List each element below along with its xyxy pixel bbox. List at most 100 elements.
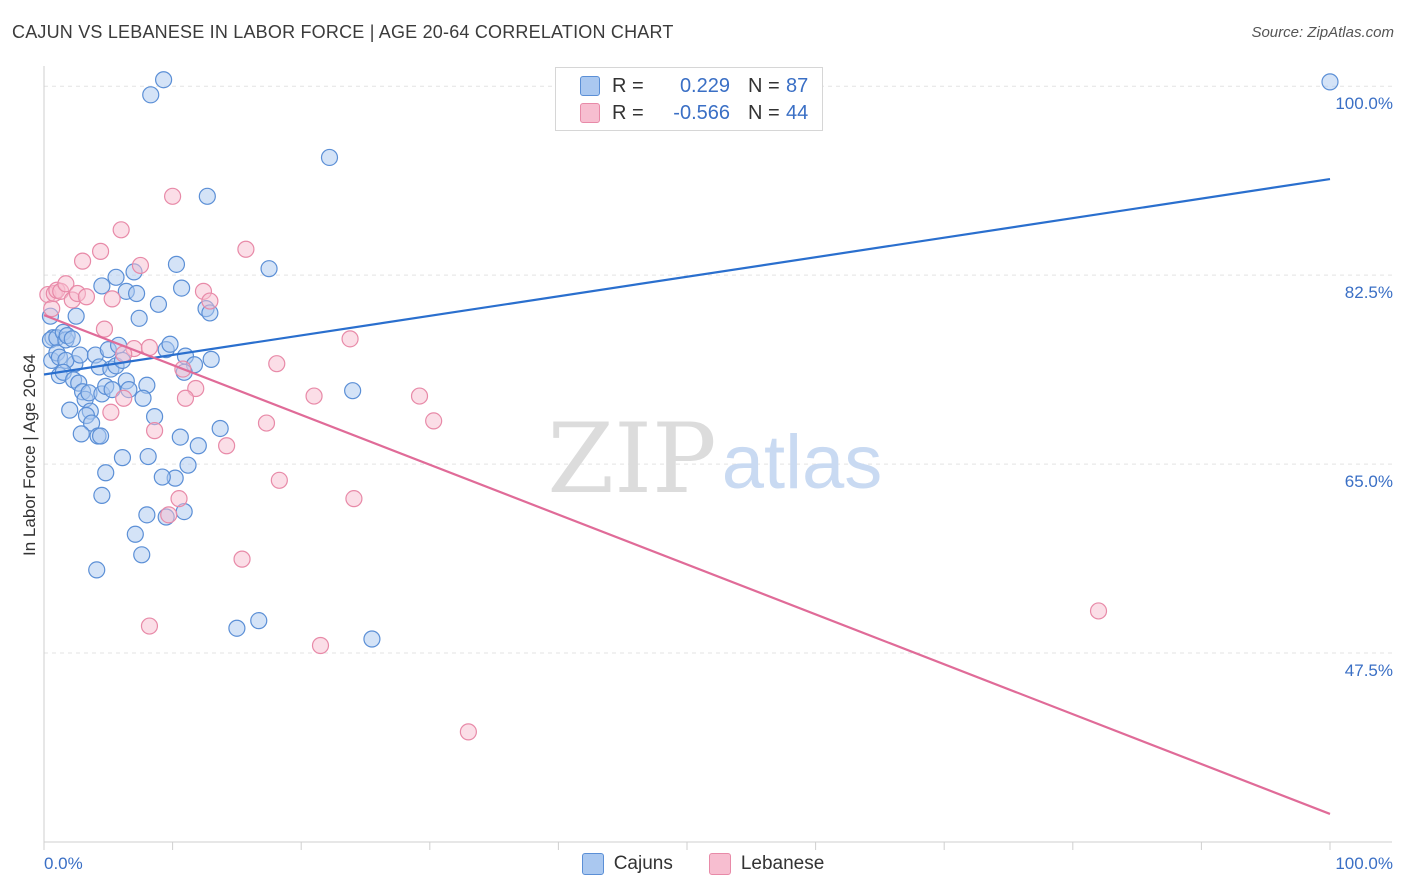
cajun-point [91, 427, 110, 445]
cajun-point [93, 277, 111, 295]
lebanese-point [270, 471, 288, 489]
legend-swatch-lebanese [708, 853, 731, 875]
lebanese-point [237, 240, 255, 258]
cajun-point [103, 380, 121, 399]
lebanese-point [268, 355, 286, 373]
legend-label-cajuns: Cajuns [613, 853, 673, 874]
lebanese-point [140, 617, 159, 635]
trend-line-lebanese [43, 314, 1331, 815]
x-tick-label: 0.0% [44, 854, 83, 873]
trend-line-cajuns [43, 177, 1331, 376]
lebanese-point [459, 723, 477, 741]
cajun-point [189, 437, 207, 455]
cajun-point [107, 268, 125, 286]
cajun-point [228, 619, 246, 637]
y-tick-label: 82.5% [1345, 283, 1393, 302]
cajun-point [126, 525, 144, 543]
lebanese-point [410, 387, 429, 405]
lebanese-point [73, 252, 92, 270]
y-tick-label: 47.5% [1345, 661, 1393, 680]
lebanese-point [91, 242, 110, 260]
lebanese-point [345, 490, 363, 508]
series-cajuns-points [41, 71, 1339, 648]
correlation-legend: R = 0.229 N = 87 R = -0.566 N = 44 [555, 67, 823, 131]
cajun-point [179, 456, 197, 474]
lebanese-point [311, 636, 330, 655]
lebanese-point [1089, 602, 1108, 620]
cajun-point [153, 468, 171, 486]
legend-n-value: 87 [786, 74, 809, 97]
lebanese-point [102, 403, 120, 421]
axes [43, 66, 1392, 850]
legend-r-value: 0.229 [679, 74, 730, 97]
legend-swatch-cajuns [581, 853, 604, 875]
cajun-point [149, 295, 168, 313]
legend-r-label: R = [612, 74, 644, 97]
source-note: Source: ZipAtlas.com [1251, 24, 1394, 41]
lebanese-point [160, 506, 178, 524]
lebanese-point [77, 288, 96, 306]
cajun-point [113, 449, 132, 467]
cajun-point [138, 506, 156, 524]
lebanese-point [170, 490, 188, 508]
legend-row-cajuns: R = 0.229 N = 87 [580, 74, 808, 98]
legend-item-lebanese[interactable]: Lebanese [708, 853, 825, 875]
cajun-point [344, 382, 362, 400]
y-tick-label: 100.0% [1335, 94, 1393, 113]
cajun-point [211, 419, 229, 438]
lebanese-point [341, 330, 359, 348]
lebanese-point [218, 437, 236, 455]
legend-swatch-cajuns [580, 76, 600, 96]
cajun-point [63, 330, 81, 348]
cajun-point [154, 71, 173, 89]
cajun-point [202, 350, 220, 368]
cajun-point [134, 389, 152, 407]
lebanese-point [131, 256, 150, 275]
cajun-point [250, 612, 268, 630]
lebanese-point [201, 292, 219, 310]
cajun-point [139, 447, 157, 466]
cajun-point [1321, 73, 1339, 91]
cajun-point [88, 561, 106, 579]
legend-n-label: N = [748, 101, 780, 124]
legend-item-cajuns[interactable]: Cajuns [581, 853, 673, 875]
lebanese-point [164, 187, 182, 205]
lebanese-point [176, 389, 195, 407]
gridlines [44, 85, 1392, 654]
series-lebanese-points [39, 187, 1108, 741]
lebanese-point [115, 389, 133, 407]
cajun-point [198, 187, 216, 205]
cajun-point [72, 425, 90, 443]
legend-r-label: R = [612, 101, 644, 124]
trend-lines [43, 177, 1331, 815]
cajun-point [173, 279, 191, 297]
x-tick-label: 100.0% [1335, 854, 1393, 873]
lebanese-point [103, 290, 121, 308]
lebanese-point [257, 414, 276, 432]
lebanese-point [95, 320, 114, 338]
lebanese-point [305, 387, 323, 405]
cajun-point [61, 401, 79, 419]
legend-n-value: 44 [786, 101, 809, 124]
series-legend: Cajuns Lebanese [0, 852, 1406, 876]
lebanese-point [425, 412, 443, 430]
legend-label-lebanese: Lebanese [740, 853, 825, 874]
cajun-point [127, 284, 146, 303]
cajun-point [167, 255, 186, 273]
lebanese-point [145, 422, 164, 440]
lebanese-point [57, 275, 75, 293]
cajun-point [130, 309, 148, 327]
lebanese-point [233, 550, 251, 568]
y-axis-label: In Labor Force | Age 20-64 [20, 354, 39, 556]
watermark-zip: ZIP [547, 403, 716, 515]
lebanese-point [43, 300, 61, 318]
watermark-atlas: atlas [722, 420, 883, 505]
watermark: ZIP atlas [547, 403, 882, 515]
cajun-point [260, 260, 278, 278]
cajun-point [161, 335, 179, 353]
cajun-point [320, 148, 339, 167]
y-tick-label: 65.0% [1345, 472, 1393, 491]
cajun-point [133, 546, 151, 564]
lebanese-point [112, 221, 130, 239]
chart-title: CAJUN VS LEBANESE IN LABOR FORCE | AGE 2… [12, 22, 674, 42]
